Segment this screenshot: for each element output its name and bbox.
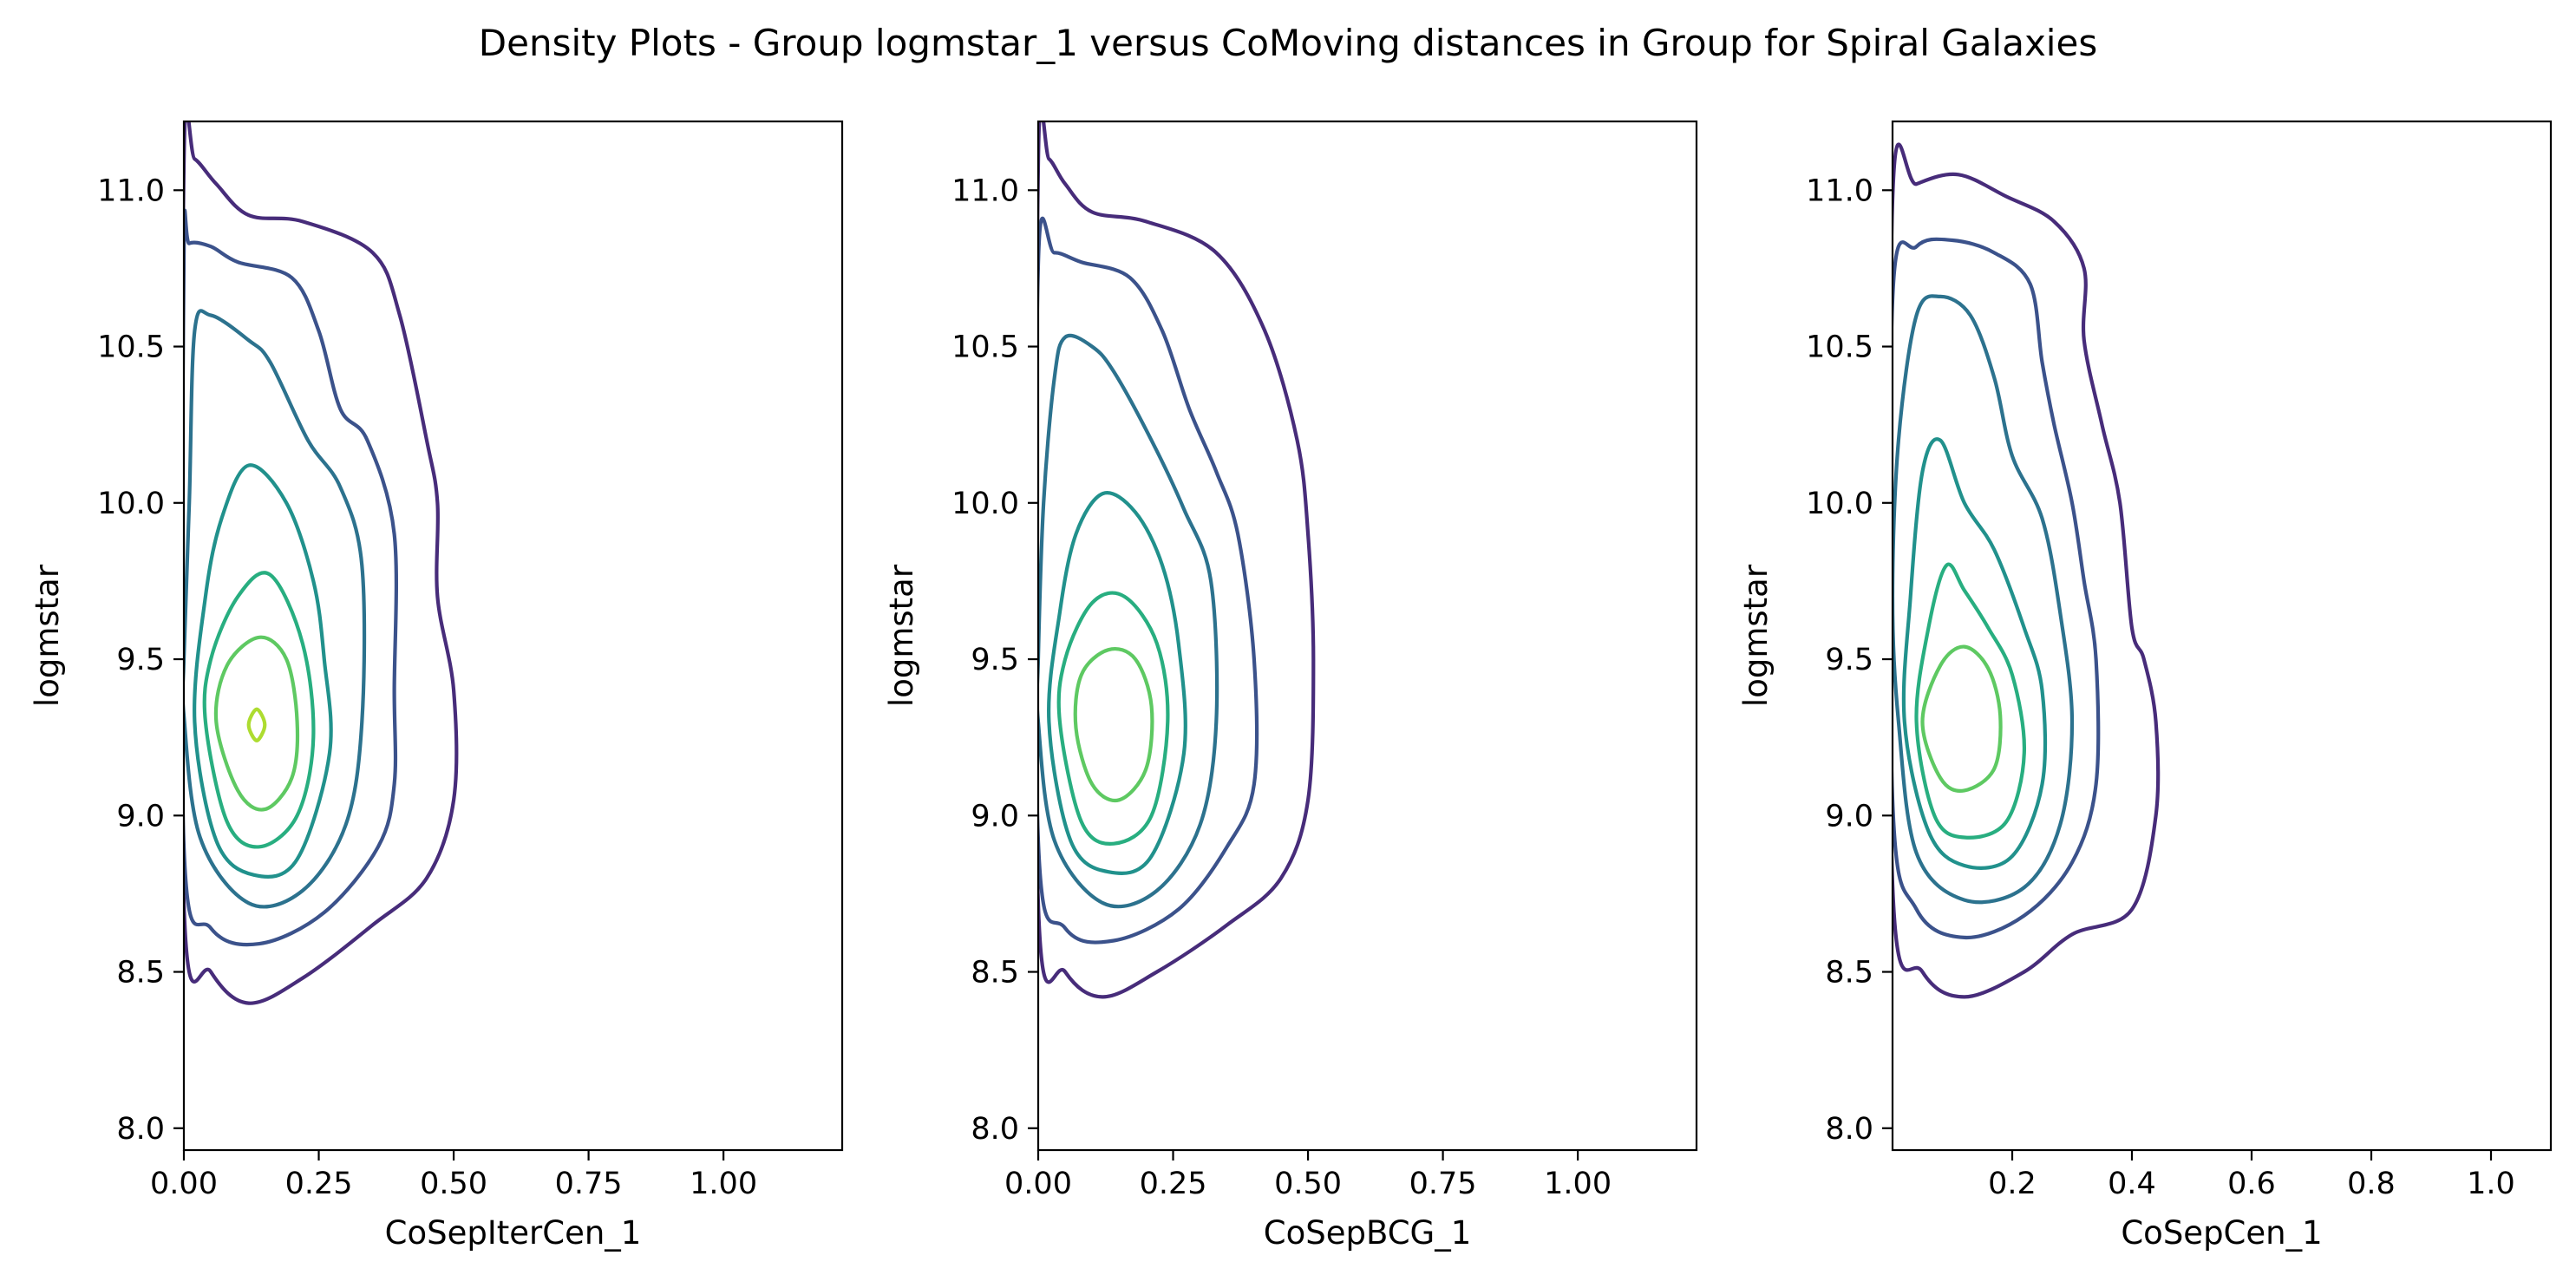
y-tick-label: 8.5 [1825,956,1873,991]
contour-group [1893,142,2161,999]
contour-level-2 [1038,216,1259,945]
x-tick-label: 0.75 [555,1167,623,1201]
y-tick-label: 8.5 [116,956,165,991]
y-tick-label: 9.5 [116,643,165,677]
y-tick-label: 11.0 [951,173,1019,208]
contour-level-1 [1893,142,2161,999]
contour-level-3 [1038,333,1219,909]
contour-level-1 [184,121,459,1005]
contour-level-4 [193,463,333,879]
x-tick-label: 1.0 [2467,1167,2515,1201]
axes-frame [1036,120,1698,1152]
y-tick-label: 9.5 [1825,643,1873,677]
panel-3: 0.2 0.4 0.6 0.8 1.0 8.0 8.5 9.0 9.5 10.0 10.5 11.0 C… [1737,120,2553,1252]
y-tick-label: 9.0 [971,799,1019,834]
y-tick-label: 9.0 [1825,799,1873,834]
contour-level-5 [202,571,316,849]
x-tick-label: 0.00 [1004,1167,1072,1201]
x-tick-label: 0.00 [150,1167,218,1201]
x-tick-label: 1.00 [690,1167,757,1201]
y-tick-label: 8.0 [1825,1112,1873,1147]
x-tick-label: 0.6 [2227,1167,2276,1201]
x-tick-label: 0.2 [1988,1167,2037,1201]
y-axis-label: logmstar [29,564,66,707]
axes-frame [1891,120,2553,1152]
contour-level-1 [1038,121,1316,999]
x-tick-label: 1.00 [1544,1167,1612,1201]
x-tick-label: 0.4 [2108,1167,2156,1201]
x-tick-label: 0.25 [285,1167,353,1201]
panels: 0.00 0.25 0.50 0.75 1.00 8.0 8.5 9.0 9.5 10.0 10.5… [29,120,2553,1252]
contour-level-4 [1901,437,2048,870]
x-tick-label: 0.50 [1274,1167,1342,1201]
y-tick-label: 11.0 [97,173,165,208]
y-tick-label: 9.0 [116,799,165,834]
y-tick-label: 8.0 [971,1112,1019,1147]
contour-level-5 [1914,562,2026,840]
contour-level-6 [213,635,300,812]
y-tick-label: 10.0 [1806,487,1873,521]
x-tick-label: 0.25 [1140,1167,1207,1201]
y-axis-label: logmstar [883,564,920,707]
panel-2: 0.00 0.25 0.50 0.75 1.00 8.0 8.5 9.0 9.5 10.0 10.5… [883,120,1698,1252]
contour-level-3 [1893,294,2075,905]
contour-group [1038,121,1316,999]
y-tick-label: 8.5 [971,956,1019,991]
y-axis-label: logmstar [1737,564,1775,707]
contour-level-2 [1893,237,2101,940]
y-tick-label: 10.0 [97,487,165,521]
contour-level-6 [1073,647,1154,803]
contour-level-7 [246,707,267,742]
y-tick-label: 9.5 [971,643,1019,677]
x-axis-label: CoSepCen_1 [2121,1214,2322,1252]
contour-level-4 [1047,491,1187,875]
x-tick-label: 0.8 [2347,1167,2396,1201]
figure-title: Density Plots - Group logmstar_1 versus … [479,22,2097,64]
y-tick-label: 10.5 [951,330,1019,365]
contour-level-6 [1920,644,2003,793]
x-tick-label: 0.50 [420,1167,487,1201]
contour-group [184,121,459,1005]
panel-1: 0.00 0.25 0.50 0.75 1.00 8.0 8.5 9.0 9.5 10.0 10.5… [29,120,844,1252]
y-tick-label: 11.0 [1806,173,1873,208]
x-axis-label: CoSepBCG_1 [1264,1214,1472,1252]
contour-level-3 [184,309,367,909]
y-tick-label: 10.0 [951,487,1019,521]
x-axis-label: CoSepIterCen_1 [385,1214,642,1252]
axes-frame [182,120,844,1152]
x-tick-label: 0.75 [1409,1167,1477,1201]
y-tick-label: 8.0 [116,1112,165,1147]
contour-level-5 [1056,591,1170,847]
y-tick-label: 10.5 [97,330,165,365]
y-tick-label: 10.5 [1806,330,1873,365]
